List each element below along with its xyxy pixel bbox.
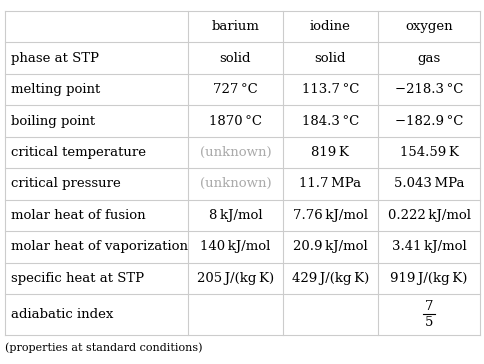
Text: 154.59 K: 154.59 K [399, 146, 457, 159]
Text: −218.3 °C: −218.3 °C [394, 83, 462, 96]
Text: 113.7 °C: 113.7 °C [301, 83, 358, 96]
Text: specific heat at STP: specific heat at STP [11, 272, 143, 285]
Text: −182.9 °C: −182.9 °C [394, 115, 462, 127]
Text: (unknown): (unknown) [199, 146, 271, 159]
Text: 7.76 kJ/mol: 7.76 kJ/mol [292, 209, 367, 222]
Text: (unknown): (unknown) [199, 177, 271, 190]
Text: 8 kJ/mol: 8 kJ/mol [208, 209, 262, 222]
Text: molar heat of vaporization: molar heat of vaporization [11, 240, 187, 253]
Text: 205 J/(kg K): 205 J/(kg K) [197, 272, 273, 285]
Text: 5.043 MPa: 5.043 MPa [393, 177, 463, 190]
Text: 429 J/(kg K): 429 J/(kg K) [291, 272, 368, 285]
Text: phase at STP: phase at STP [11, 52, 98, 64]
Text: adiabatic index: adiabatic index [11, 308, 113, 321]
Text: 140 kJ/mol: 140 kJ/mol [200, 240, 270, 253]
Text: 7: 7 [424, 300, 432, 313]
Text: iodine: iodine [309, 20, 350, 33]
Text: melting point: melting point [11, 83, 100, 96]
Text: 0.222 kJ/mol: 0.222 kJ/mol [387, 209, 469, 222]
Text: barium: barium [211, 20, 259, 33]
Text: 919 J/(kg K): 919 J/(kg K) [390, 272, 467, 285]
Text: solid: solid [314, 52, 346, 64]
Text: critical temperature: critical temperature [11, 146, 145, 159]
Text: critical pressure: critical pressure [11, 177, 120, 190]
Text: 184.3 °C: 184.3 °C [301, 115, 358, 127]
Text: solid: solid [219, 52, 251, 64]
Text: 819 K: 819 K [311, 146, 348, 159]
Text: 1870 °C: 1870 °C [209, 115, 261, 127]
Text: oxygen: oxygen [405, 20, 452, 33]
Text: 20.9 kJ/mol: 20.9 kJ/mol [292, 240, 367, 253]
Text: gas: gas [417, 52, 440, 64]
Text: 727 °C: 727 °C [212, 83, 257, 96]
Text: 11.7 MPa: 11.7 MPa [299, 177, 361, 190]
Text: 3.41 kJ/mol: 3.41 kJ/mol [391, 240, 466, 253]
Text: molar heat of fusion: molar heat of fusion [11, 209, 145, 222]
Text: (properties at standard conditions): (properties at standard conditions) [5, 342, 202, 353]
Text: 5: 5 [424, 316, 432, 329]
Text: boiling point: boiling point [11, 115, 94, 127]
